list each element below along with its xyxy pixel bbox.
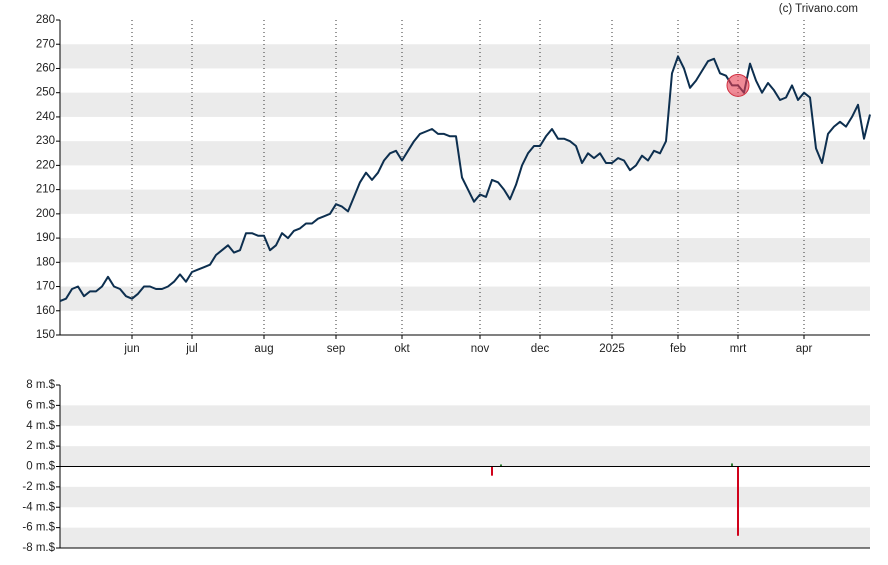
bar	[500, 464, 502, 467]
grid-band	[60, 141, 870, 166]
y-tick-label: 150	[36, 329, 55, 341]
y-tick-label: 280	[36, 14, 55, 26]
x-tick-label: jul	[185, 343, 198, 355]
x-tick-label: sep	[327, 343, 346, 355]
x-tick-label: 2025	[599, 343, 625, 355]
grid-band	[60, 286, 870, 311]
y-tick-label: 2 m.$	[26, 440, 55, 452]
grid-band	[60, 238, 870, 263]
bar	[731, 463, 733, 467]
y-tick-label: 240	[36, 111, 55, 123]
y-tick-label: 200	[36, 208, 55, 220]
bar	[491, 466, 493, 476]
grid-band	[60, 405, 870, 426]
y-tick-label: 250	[36, 87, 55, 99]
grid-band	[60, 527, 870, 548]
bar	[737, 466, 739, 536]
watermark: (c) Trivano.com	[779, 3, 858, 15]
y-tick-label: 260	[36, 62, 55, 74]
y-tick-label: 170	[36, 281, 55, 293]
y-tick-label: 190	[36, 232, 55, 244]
x-tick-label: jun	[123, 343, 139, 355]
y-tick-label: 220	[36, 159, 55, 171]
y-tick-label: 180	[36, 256, 55, 268]
y-tick-label: -8 m.$	[22, 542, 55, 554]
x-tick-label: aug	[254, 343, 273, 355]
y-tick-label: 8 m.$	[26, 379, 55, 391]
y-tick-label: 230	[36, 135, 55, 147]
x-tick-label: apr	[796, 343, 813, 355]
y-tick-label: 4 m.$	[26, 420, 55, 432]
x-tick-label: feb	[670, 343, 686, 355]
y-tick-label: -6 m.$	[22, 522, 55, 534]
y-tick-label: 210	[36, 184, 55, 196]
y-tick-label: -2 m.$	[22, 481, 55, 493]
grid-band	[60, 189, 870, 214]
grid-band	[60, 92, 870, 117]
grid-band	[60, 486, 870, 508]
y-tick-label: 160	[36, 305, 55, 317]
event-marker	[726, 73, 750, 97]
x-tick-label: dec	[531, 343, 550, 355]
y-tick-label: 270	[36, 38, 55, 50]
grid-band	[60, 446, 870, 467]
y-tick-label: 6 m.$	[26, 399, 55, 411]
x-tick-label: nov	[471, 343, 490, 355]
y-tick-label: 0 m.$	[26, 461, 55, 473]
x-tick-label: okt	[394, 343, 410, 355]
grid-band	[60, 44, 870, 69]
x-tick-label: mrt	[730, 343, 747, 355]
y-tick-label: -4 m.$	[22, 501, 55, 513]
